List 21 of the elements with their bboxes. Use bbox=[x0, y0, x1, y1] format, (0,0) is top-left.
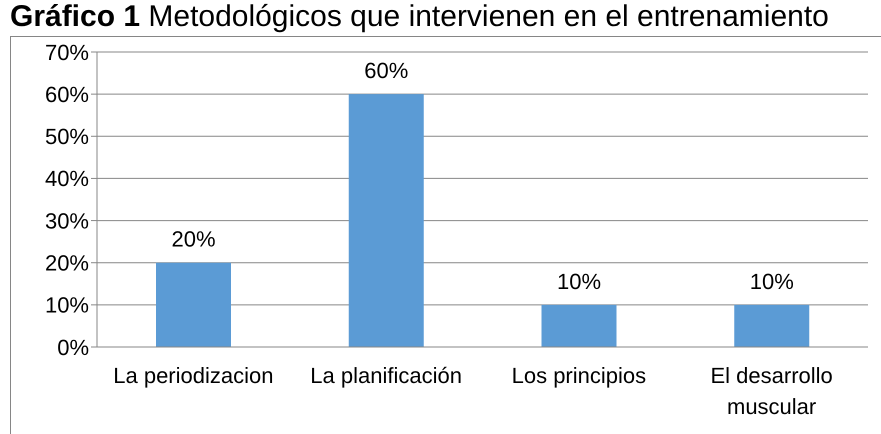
x-tick-label: Los principios bbox=[512, 363, 646, 388]
y-tick-label: 30% bbox=[44, 208, 89, 234]
y-tick-label: 0% bbox=[57, 334, 89, 360]
bar bbox=[348, 94, 424, 347]
x-tick-label: El desarrollo muscular bbox=[710, 363, 833, 419]
chart-title: Gráfico 1 Metodológicos que intervienen en el entrenamiento bbox=[10, 0, 829, 34]
y-tick-label: 20% bbox=[44, 250, 89, 276]
y-tick-label: 70% bbox=[44, 40, 89, 65]
x-tick-label: La periodizacion bbox=[113, 363, 274, 388]
data-label: 10% bbox=[750, 268, 794, 294]
bar bbox=[542, 304, 616, 347]
data-label: 10% bbox=[556, 268, 602, 294]
data-label: 20% bbox=[171, 226, 216, 252]
bar bbox=[156, 262, 231, 347]
y-tick-label: 10% bbox=[44, 292, 89, 318]
x-tick-label: La planificación bbox=[310, 363, 462, 388]
y-tick-label: 50% bbox=[44, 124, 89, 150]
y-tick-label: 60% bbox=[44, 82, 89, 107]
data-label: 60% bbox=[364, 58, 408, 84]
y-tick-label: 40% bbox=[44, 166, 89, 192]
bar bbox=[734, 304, 810, 347]
